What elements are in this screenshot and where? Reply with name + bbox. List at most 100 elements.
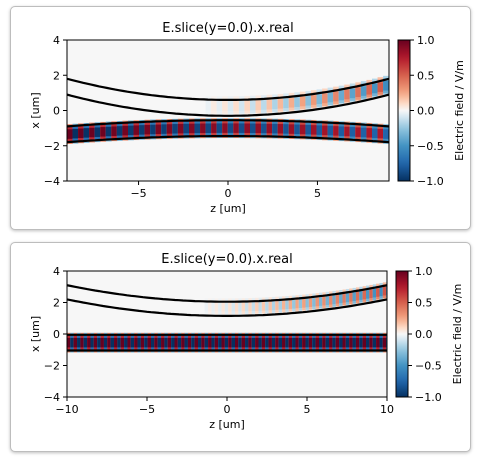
field-stripe — [258, 302, 263, 311]
field-stripe — [211, 302, 216, 312]
x-tick-label: −5 — [139, 403, 155, 416]
colorbar-tick-label: 0.5 — [417, 69, 435, 82]
field-stripe — [283, 124, 290, 134]
y-tick-label: −2 — [44, 360, 60, 373]
y-tick-label: 4 — [53, 34, 60, 47]
field-stripe — [339, 294, 343, 304]
field-stripe — [72, 128, 79, 139]
field-stripe — [174, 337, 179, 348]
field-stripe — [352, 337, 357, 348]
field-stripe — [288, 300, 293, 309]
field-stripe — [345, 337, 350, 348]
field-stripe — [315, 297, 320, 307]
field-stripe — [329, 296, 333, 305]
field-stripe — [329, 337, 333, 348]
field-stripe — [338, 90, 345, 101]
colorbar-tick-label: −1.0 — [415, 391, 442, 404]
field-stripe — [294, 124, 301, 135]
field-stripe — [302, 337, 306, 348]
x-tick-label: 10 — [380, 403, 394, 416]
field-stripe — [268, 301, 273, 311]
field-map — [67, 74, 389, 145]
colorbar-tick-label: −0.5 — [417, 140, 444, 153]
field-stripe — [379, 337, 384, 348]
upper-guide-bottom-edge — [67, 93, 389, 117]
field-stripe — [299, 96, 306, 107]
field-stripe — [248, 337, 253, 348]
field-stripe — [218, 337, 222, 348]
x-axis-label: z [um] — [209, 418, 245, 431]
field-stripe — [183, 123, 190, 134]
field-stripe — [311, 125, 317, 135]
field-stripe — [89, 127, 96, 138]
field-stripe — [151, 337, 155, 348]
field-stripe — [144, 337, 148, 348]
field-stripe — [184, 337, 189, 348]
field-stripe — [266, 99, 273, 110]
field-stripe — [191, 337, 195, 348]
field-stripe — [355, 291, 360, 301]
field-stripe — [97, 337, 101, 348]
field-stripe — [154, 337, 159, 348]
field-stripe — [77, 337, 81, 348]
field-stripe — [208, 302, 212, 312]
colorbar-tick-label: 1.0 — [415, 265, 433, 278]
field-stripe — [376, 288, 380, 297]
field-stripe — [338, 126, 345, 136]
field-stripe — [333, 91, 340, 102]
y-axis-label: x [um] — [29, 316, 42, 352]
field-stripe — [266, 123, 273, 134]
x-tick-label: 5 — [314, 187, 321, 200]
field-stripe — [265, 301, 269, 311]
field-stripe — [322, 296, 327, 306]
figure-panel-bottom: −10 −5 0 5 10 −4 −2 0 2 4 E.slice(y=0.0).x.real z [… — [10, 242, 471, 452]
colorbar-tick-label: −1.0 — [417, 175, 444, 188]
field-stripe — [275, 301, 279, 310]
field-stripe — [379, 287, 384, 297]
field-stripe — [157, 337, 162, 348]
field-stripe — [93, 337, 98, 348]
field-stripe — [255, 302, 259, 311]
field-stripe — [227, 123, 234, 133]
field-stripe — [316, 125, 323, 135]
field-stripe — [231, 337, 236, 348]
field-stripe — [382, 286, 387, 296]
field-stripe — [238, 123, 245, 133]
field-stripe — [335, 295, 340, 304]
field-stripe — [275, 337, 279, 348]
colorbar-tick-label: −0.5 — [415, 360, 442, 373]
field-stripe — [214, 337, 219, 348]
field-stripe — [362, 290, 367, 300]
field-stripe — [359, 291, 363, 300]
field-stripe — [233, 123, 240, 133]
field-stripe — [362, 337, 367, 348]
field-stripe — [377, 128, 384, 139]
field-stripe — [271, 301, 276, 311]
x-tick-label: 5 — [304, 403, 311, 416]
field-stripe — [250, 123, 256, 134]
lower-guide-top-edge — [67, 119, 389, 128]
field-stripe — [216, 123, 223, 133]
field-stripe — [187, 337, 192, 348]
field-stripe — [100, 337, 105, 348]
field-stripe — [122, 125, 129, 136]
field-stripe — [311, 95, 317, 105]
field-stripe — [201, 337, 206, 348]
field-stripe — [67, 129, 73, 139]
field-stripe — [241, 302, 246, 312]
field-stripe — [134, 337, 138, 348]
field-stripe — [116, 126, 123, 136]
field-stripe — [105, 126, 112, 137]
field-stripe — [90, 337, 95, 348]
field-stripe — [261, 337, 266, 348]
field-stripe — [258, 337, 263, 348]
x-axis-label: z [um] — [210, 202, 246, 215]
y-tick-label: −4 — [44, 175, 60, 188]
lower-guide-bottom-edge — [67, 135, 389, 144]
field-stripe — [344, 126, 351, 137]
field-stripe — [231, 302, 236, 312]
x-tick-label: 0 — [224, 403, 231, 416]
field-stripe — [167, 337, 172, 348]
field-stripe — [359, 337, 363, 348]
field-stripe — [127, 337, 132, 348]
